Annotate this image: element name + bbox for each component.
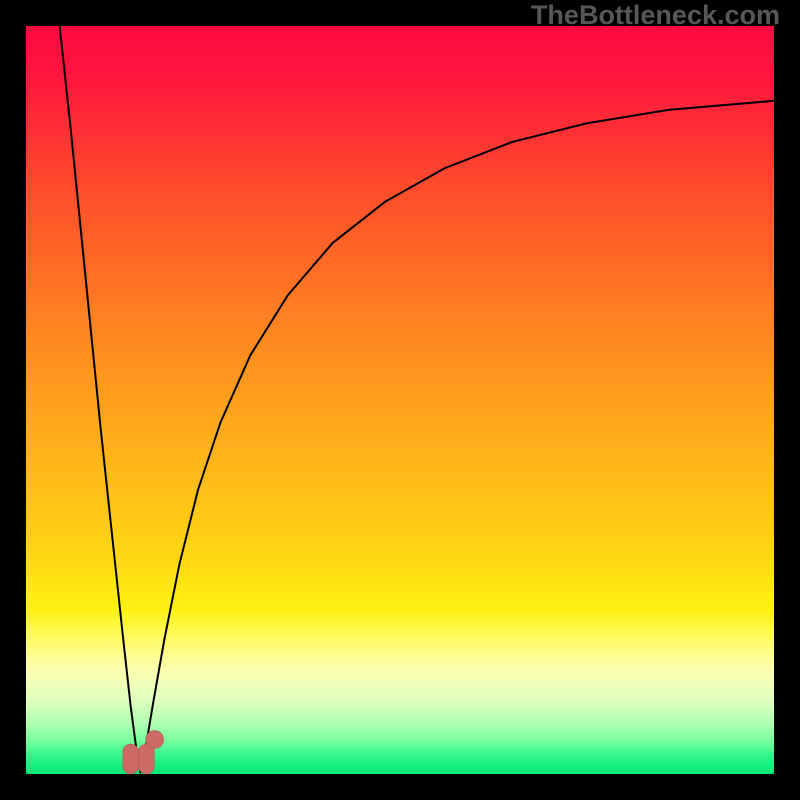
optimal-marker-bar <box>139 744 155 774</box>
watermark-text: TheBottleneck.com <box>531 0 780 31</box>
chart-background <box>26 26 774 774</box>
optimal-marker-dot <box>146 731 164 749</box>
bottleneck-chart <box>26 26 774 774</box>
optimal-marker-bar <box>123 744 139 774</box>
